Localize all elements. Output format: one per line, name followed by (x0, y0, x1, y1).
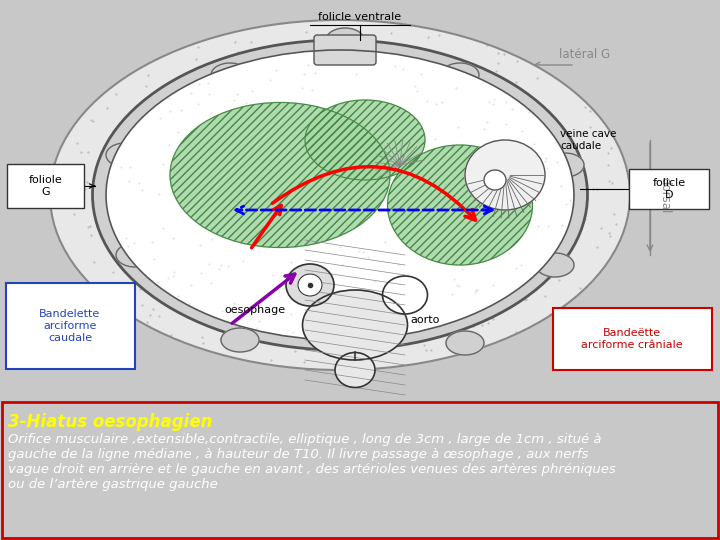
FancyBboxPatch shape (314, 35, 376, 65)
FancyBboxPatch shape (629, 169, 709, 209)
Ellipse shape (221, 328, 259, 352)
Ellipse shape (441, 63, 479, 87)
Text: veine cave
caudale: veine cave caudale (560, 129, 616, 151)
Ellipse shape (484, 170, 506, 190)
Ellipse shape (465, 140, 545, 210)
Text: foliole
G: foliole G (29, 175, 63, 197)
Ellipse shape (546, 153, 584, 177)
Ellipse shape (106, 143, 144, 167)
Text: folicle ventrale: folicle ventrale (318, 12, 402, 22)
Text: folicle
D: folicle D (652, 178, 685, 200)
Ellipse shape (387, 145, 533, 265)
Ellipse shape (170, 103, 390, 247)
Ellipse shape (106, 50, 574, 340)
Text: 3-Hiatus oesophagien: 3-Hiatus oesophagien (8, 413, 212, 431)
Text: aorto: aorto (410, 315, 440, 325)
Ellipse shape (286, 264, 334, 306)
Text: Bandeëtte
arciforme crâniale: Bandeëtte arciforme crâniale (581, 328, 683, 350)
Ellipse shape (305, 100, 425, 180)
Text: dorsal: dorsal (659, 177, 672, 213)
Ellipse shape (335, 353, 375, 388)
FancyBboxPatch shape (7, 164, 84, 208)
Ellipse shape (446, 331, 484, 355)
Ellipse shape (211, 63, 249, 87)
Text: oesophage: oesophage (225, 305, 286, 315)
Text: latéral G: latéral G (559, 49, 611, 62)
FancyBboxPatch shape (6, 283, 135, 369)
Ellipse shape (302, 290, 408, 360)
Ellipse shape (50, 20, 630, 370)
Ellipse shape (298, 274, 322, 296)
Ellipse shape (382, 276, 428, 314)
Ellipse shape (536, 253, 574, 277)
Ellipse shape (116, 243, 154, 267)
Ellipse shape (92, 40, 588, 350)
FancyBboxPatch shape (553, 308, 712, 370)
Text: Bandelette
arciforme
caudale: Bandelette arciforme caudale (40, 309, 101, 342)
Ellipse shape (326, 28, 364, 52)
Text: Orifice musculaire ,extensible,contractile, elliptique , long de 3cm , large de : Orifice musculaire ,extensible,contracti… (8, 433, 616, 491)
